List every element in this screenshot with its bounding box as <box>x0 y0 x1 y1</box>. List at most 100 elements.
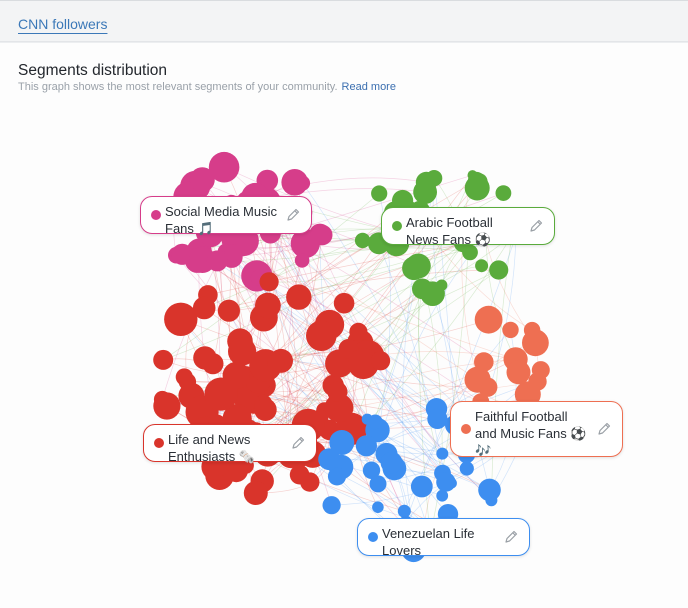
graph-node-venezuelan <box>380 451 403 474</box>
graph-edge <box>224 251 340 409</box>
graph-node-faithful <box>502 321 519 339</box>
graph-node-social <box>224 244 242 262</box>
graph-node-life <box>333 292 355 314</box>
graph-edge <box>228 243 463 312</box>
graph-node-life <box>254 398 277 422</box>
graph-node-arabic <box>489 260 509 280</box>
section-subtitle-text: This graph shows the most relevant segme… <box>18 81 338 93</box>
graph-node-arabic <box>420 281 445 307</box>
graph-node-life <box>228 337 257 366</box>
graph-node-venezuelan <box>322 496 341 515</box>
graph-node-social <box>206 250 228 272</box>
graph-node-life <box>211 457 230 477</box>
graph-node-arabic <box>413 180 437 205</box>
graph-node-venezuelan <box>436 447 449 460</box>
graph-node-life <box>324 393 354 423</box>
graph-edge <box>433 178 456 425</box>
graph-node-social <box>294 253 310 268</box>
edit-pencil-icon[interactable] <box>596 421 612 437</box>
edit-pencil-icon[interactable] <box>285 207 301 223</box>
graph-edge <box>209 237 223 364</box>
graph-node-life <box>349 322 368 341</box>
graph-edge <box>491 235 513 501</box>
graph-edge <box>461 175 478 380</box>
segment-color-dot <box>154 438 164 448</box>
graph-node-faithful <box>531 361 550 380</box>
segment-color-dot <box>368 532 378 542</box>
read-more-link[interactable]: Read more <box>341 81 396 93</box>
graph-node-life <box>259 272 279 292</box>
graph-node-life <box>153 392 181 420</box>
graph-edge <box>231 256 332 506</box>
graph-node-life <box>175 368 193 386</box>
segment-color-dot <box>461 424 471 434</box>
segment-chip-arabic-football-news-fans[interactable]: Arabic Football News Fans ⚽ <box>381 207 555 247</box>
graph-node-faithful <box>522 329 549 357</box>
graph-node-arabic <box>467 170 478 181</box>
graph-node-life <box>348 348 379 380</box>
graph-node-faithful <box>506 360 531 385</box>
edit-pencil-icon[interactable] <box>503 529 519 545</box>
graph-node-venezuelan <box>436 489 449 502</box>
graph-edge <box>302 182 438 420</box>
segment-chip-venezuelan-life-lovers[interactable]: Venezuelan Life Lovers <box>357 518 530 558</box>
graph-node-life <box>306 320 337 352</box>
graph-edge <box>176 255 338 393</box>
segment-chip-faithful-football-and-music-fans[interactable]: Faithful Football and Music Fans ⚽ 🎶 <box>450 401 623 458</box>
graph-node-life <box>255 292 281 319</box>
graph-edge <box>340 386 488 468</box>
graph-node-life <box>204 377 238 411</box>
graph-node-life <box>300 472 320 492</box>
graph-node-faithful <box>464 366 491 393</box>
segment-label: Arabic Football News Fans ⚽ <box>406 215 493 247</box>
graph-node-life <box>193 346 217 370</box>
top-bar: CNN followers <box>0 0 688 42</box>
graph-node-arabic <box>495 185 512 202</box>
edit-pencil-icon[interactable] <box>528 218 544 234</box>
graph-node-social <box>281 169 309 196</box>
graph-node-faithful <box>474 305 503 334</box>
graph-node-venezuelan <box>478 478 501 502</box>
graph-node-life <box>192 296 216 320</box>
graph-node-social <box>189 167 215 193</box>
graph-node-venezuelan <box>329 430 355 455</box>
graph-node-social <box>171 243 193 265</box>
segment-chip-social-media-music-fans[interactable]: Social Media Music Fans 🎵 <box>140 196 312 236</box>
edit-pencil-icon[interactable] <box>290 435 306 451</box>
graph-node-faithful <box>474 352 494 372</box>
graph-node-venezuelan <box>372 501 384 513</box>
segment-label: Social Media Music Fans 🎵 <box>165 204 277 236</box>
graph-edge <box>180 319 437 410</box>
graph-edge <box>402 268 419 549</box>
graph-node-life <box>327 381 348 402</box>
graph-node-venezuelan <box>367 414 383 430</box>
graph-node-arabic <box>462 244 478 261</box>
segment-color-dot <box>151 210 161 220</box>
graph-node-life <box>217 299 240 322</box>
graph-node-life <box>243 481 268 505</box>
graph-node-venezuelan <box>410 475 433 498</box>
graph-node-venezuelan <box>459 461 474 476</box>
graph-node-social <box>290 228 320 259</box>
graph-node-life <box>267 353 285 372</box>
graph-node-venezuelan <box>397 504 411 518</box>
graph-node-arabic <box>464 175 490 201</box>
segment-chip-life-and-news-enthusiasts[interactable]: Life and News Enthusiasts 🗞️ <box>143 424 317 464</box>
graph-node-venezuelan <box>327 467 347 486</box>
graph-node-arabic <box>405 253 431 279</box>
section-subtitle: This graph shows the most relevant segme… <box>18 81 396 93</box>
graph-node-venezuelan <box>318 448 340 471</box>
graph-node-arabic <box>354 232 371 249</box>
graph-node-social <box>208 151 240 183</box>
graph-edge <box>485 234 516 360</box>
graph-node-venezuelan <box>355 435 377 457</box>
graph-node-venezuelan <box>362 461 381 479</box>
graph-node-arabic <box>475 259 489 273</box>
breadcrumb-cnn-followers[interactable]: CNN followers <box>18 16 108 32</box>
segment-label: Faithful Football and Music Fans ⚽ 🎶 <box>475 409 587 458</box>
graph-node-life <box>164 302 198 336</box>
graph-node-life <box>153 349 174 370</box>
graph-node-venezuelan <box>369 475 387 493</box>
graph-edge <box>253 381 538 401</box>
